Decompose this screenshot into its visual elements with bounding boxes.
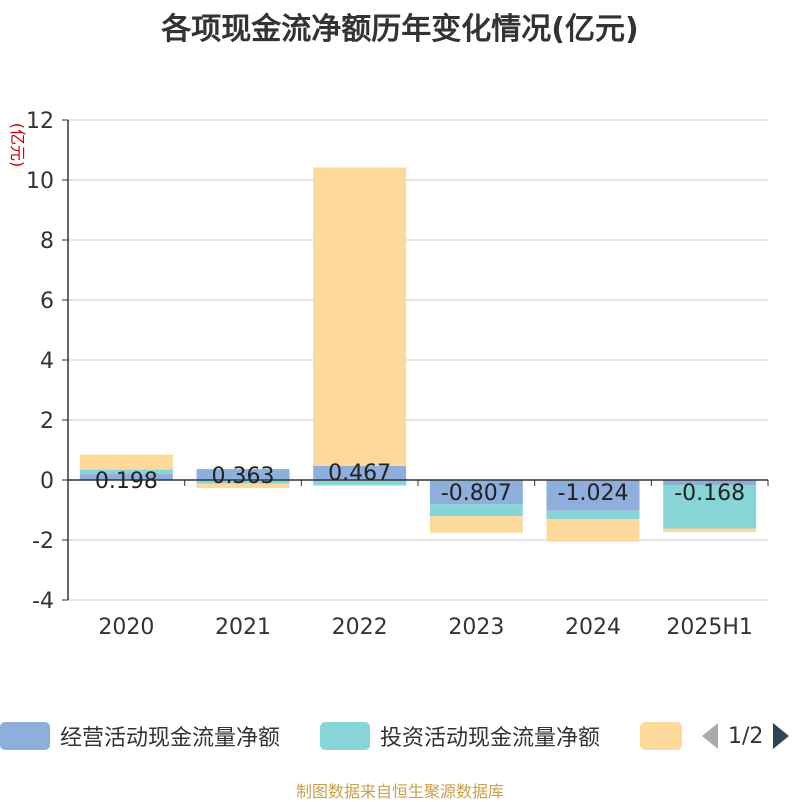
x-tick-label: 2021 [215,615,271,640]
y-tick-label: 4 [40,349,54,374]
bar-series2-2022[interactable] [313,167,407,466]
legend-label-operating: 经营活动现金流量净额 [60,726,281,751]
y-tick-label: 0 [40,469,54,494]
bar-series1-2024[interactable] [546,510,640,520]
grid-lines [68,119,768,601]
y-tick-label: -4 [32,589,54,614]
y-tick-label: 10 [26,169,54,194]
bar-series2-2024[interactable] [546,519,640,542]
bar-series1-2022[interactable] [313,480,407,486]
bar-series1-2021[interactable] [196,480,290,484]
bar-series0-2024[interactable] [546,480,640,511]
x-tick-label: 2020 [98,615,154,640]
x-tick-label: 2023 [448,615,504,640]
legend-item-operating[interactable]: 经营活动现金流量净额 [0,716,280,756]
bar-series0-2023[interactable] [429,480,523,505]
chart-title: 各项现金流净额历年变化情况(亿元) [161,12,639,47]
legend-label-investing: 投资活动现金流量净额 [380,726,601,751]
data-label-2022: 0.467 [328,461,391,486]
bar-series0-2022[interactable] [313,465,407,480]
x-tick-label: 2024 [565,615,621,640]
data-label-2023: -0.807 [441,481,512,506]
y-tick-label: 12 [26,109,54,134]
data-label-2025H1: -0.168 [674,481,745,506]
data-labels: 0.198 0.363 0.467 -0.807 -1.024 -0.168 [95,461,745,506]
bar-series0-2025H1[interactable] [663,480,757,486]
data-label-2024: -1.024 [558,481,629,506]
pager-text: 1/2 [728,723,764,749]
bar-series1-2020[interactable] [79,469,173,475]
bar-series1-2025H1[interactable] [663,485,757,529]
legend-swatch-third [640,722,682,750]
legend-item-third[interactable] [640,716,692,756]
bar-series0-2020[interactable] [79,474,173,480]
bar-series1-2023[interactable] [429,504,523,517]
bar-series2-2021[interactable] [196,483,290,489]
legend-swatch-operating [0,722,50,750]
x-tick-label: 2025H1 [666,615,753,640]
bar-series2-2023[interactable] [429,516,523,533]
legend: 经营活动现金流量净额 投资活动现金流量净额 1/2 [0,716,800,756]
bar-series0-2021[interactable] [196,469,290,480]
legend-item-investing[interactable]: 投资活动现金流量净额 [320,716,600,756]
footer-source: 制图数据来自恒生聚源数据库 [295,782,504,801]
pager-next-icon[interactable] [771,721,791,751]
y-tick-label: 2 [40,409,54,434]
legend-pager: 1/2 [700,720,791,752]
axes: -4 -2 0 2 4 6 8 10 12 2020 2021 2022 2023 2024 2025H1 [26,109,769,640]
y-axis-unit: (亿元) [8,123,27,168]
data-label-2021: 0.363 [212,464,275,489]
y-tick-label: -2 [32,529,54,554]
y-tick-label: 6 [40,289,54,314]
bar-series2-2020[interactable] [79,454,173,470]
data-label-2020: 0.198 [95,469,158,494]
x-tick-label: 2022 [332,615,388,640]
bars [79,167,757,542]
y-tick-label: 8 [40,229,54,254]
legend-swatch-investing [320,722,370,750]
pager-prev-icon[interactable] [700,721,720,751]
bar-series2-2025H1[interactable] [663,528,757,533]
